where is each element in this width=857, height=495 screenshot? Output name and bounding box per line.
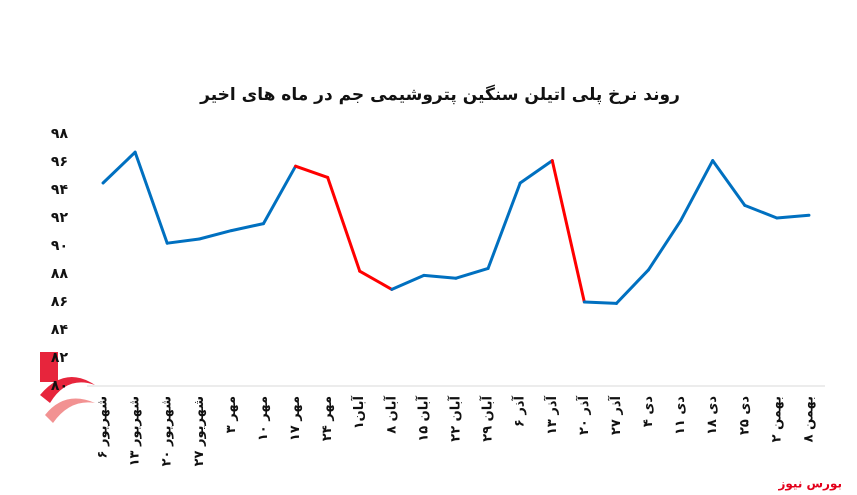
x-tick-label: ۲۷ شهریور: [192, 396, 207, 466]
y-tick-label: ۹۲: [51, 210, 69, 226]
x-tick-label: ۱آبان: [350, 395, 367, 429]
line-segment: [294, 164, 330, 179]
y-tick-label: ۹۰: [51, 238, 68, 254]
line-segment: [261, 164, 298, 226]
x-tick-label: ۲۲ آبان: [447, 395, 464, 441]
line-segment: [486, 181, 522, 270]
source: بورس نیوز: [777, 477, 842, 492]
line-segment: [518, 159, 554, 185]
chart-title: روند نرخ پلی اتیلن سنگین پتروشیمی جم در …: [199, 84, 680, 105]
x-tick-label: ۱۵ آبان: [414, 395, 431, 441]
x-tick-label: ۱۳ شهریور: [128, 396, 143, 466]
logo: [40, 352, 95, 423]
x-tick-label: ۱۳ آذر: [543, 395, 560, 435]
line-segment: [422, 273, 458, 280]
line-segment: [743, 203, 779, 220]
line-segment: [326, 175, 362, 273]
line-segment: [197, 229, 233, 241]
x-tick-label: ۸ آبان: [382, 395, 399, 433]
x-tick-label: ۲۷ آذر: [607, 395, 624, 435]
line-segment: [679, 159, 715, 223]
x-tick-label: ۱۱ دی: [673, 396, 688, 435]
y-tick-label: ۸۴: [51, 322, 69, 338]
line-segment: [101, 150, 137, 185]
line-segment: [550, 159, 586, 304]
y-tick-label: ۸۸: [51, 266, 69, 282]
x-tick-label: ۸ بهمن: [801, 396, 816, 442]
x-tick-label: ۲ بهمن: [769, 396, 784, 442]
line-segment: [229, 222, 265, 233]
line-segment: [711, 159, 747, 207]
y-tick-label: ۸۰: [51, 378, 68, 394]
x-tick-label: ۲۴ مهر: [320, 396, 335, 441]
x-tick-label: ۲۹ آبان: [479, 395, 496, 441]
x-tick-label: ۱۰ مهر: [256, 396, 271, 441]
y-tick-label: ۹۴: [51, 182, 69, 198]
y-tick-label: ۹۸: [51, 126, 69, 142]
line-segment: [775, 213, 811, 220]
x-tick-label: ۳ مهر: [224, 396, 239, 433]
x-tick-label: ۴ دی: [641, 396, 656, 427]
line-segment: [582, 300, 618, 305]
y-tick-label: ۸۶: [51, 294, 68, 310]
x-tick-label: ۱۸ دی: [705, 396, 720, 435]
line-segment: [358, 269, 394, 291]
x-tick-label: ۶ شهریور: [96, 396, 111, 458]
x-tick-label: ۲۰ آذر: [575, 395, 592, 435]
x-tick-label: ۶ آذر: [511, 395, 528, 427]
line-segment: [454, 266, 490, 280]
line-segment: [165, 237, 201, 245]
y-tick-label: ۸۲: [51, 350, 69, 366]
line-segment: [133, 150, 169, 245]
line-segment: [614, 268, 651, 305]
line-segment: [390, 273, 426, 291]
x-tick-label: ۲۵ دی: [737, 396, 752, 435]
y-tick-label: ۹۶: [51, 154, 68, 170]
x-tick-label: ۲۰ شهریور: [160, 396, 175, 466]
x-tick-label: ۱۷ مهر: [288, 396, 303, 441]
line-segment: [647, 219, 683, 272]
